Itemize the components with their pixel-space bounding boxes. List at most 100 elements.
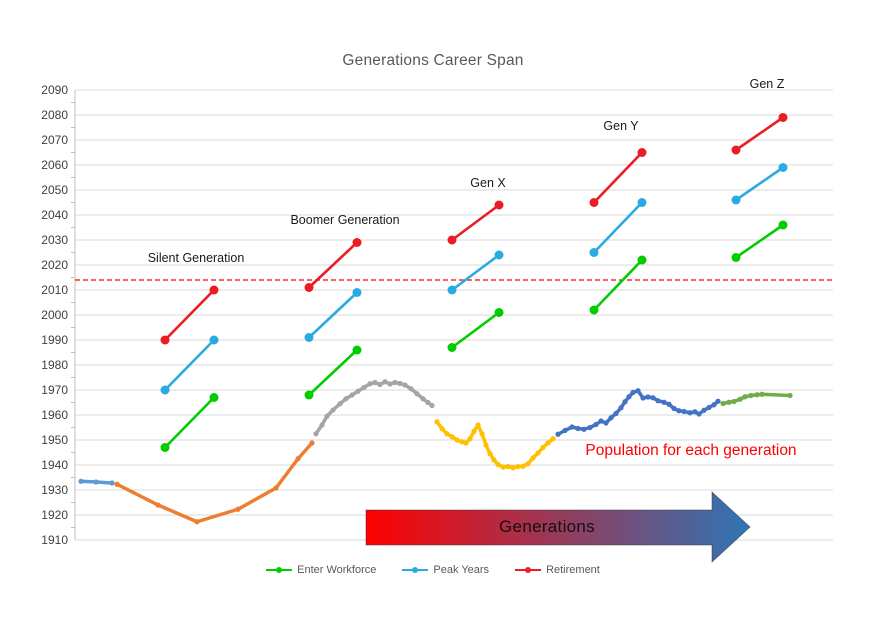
enter_workforce-line [308,349,358,396]
y-axis-tick-label: 1980 [41,358,68,372]
population-marker [402,382,408,388]
legend-marker-icon [402,566,429,574]
population-marker [587,424,593,431]
peak_years-end-marker [209,335,219,345]
retirement-line [164,289,215,341]
population-marker [295,456,301,462]
population-marker [692,409,698,415]
peak_years-start-marker [447,285,457,295]
y-axis-tick-label: 1950 [41,433,68,447]
population-marker [367,381,373,387]
population-marker [613,410,619,417]
population-marker [720,400,726,407]
population-marker [349,392,355,398]
enter_workforce-start-marker [160,443,170,452]
population-marker [622,399,628,405]
population-marker [337,401,343,407]
population-marker [676,408,682,414]
y-axis-tick-label: 2060 [41,158,68,172]
population-marker [742,394,748,400]
retirement-end-marker [637,148,647,157]
population-marker [661,399,667,405]
population-marker [114,481,120,487]
retirement-line [735,116,784,152]
peak_years-line [593,201,643,254]
generation-label: Gen Z [749,77,785,91]
population-marker [471,428,477,434]
population-marker [787,392,793,399]
population-marker [666,401,672,407]
population-marker [726,399,732,405]
y-axis-tick-label: 2000 [41,308,68,322]
population-marker [737,396,743,402]
population-marker [483,442,489,448]
peak_years-end-marker [494,250,504,260]
population-marker [575,425,581,432]
chart-title: Generations Career Span [342,52,524,69]
generations-arrow-label: Generations [499,517,595,536]
enter_workforce-start-marker [589,305,599,315]
population-marker [324,413,330,419]
retirement-end-marker [778,113,788,122]
population-marker [731,398,737,405]
population-marker [414,391,420,397]
population-marker [608,415,614,421]
population-marker [562,427,568,434]
generation-label: Gen X [470,176,506,190]
population-segment [115,441,314,524]
generation-series [160,113,788,452]
population-marker [505,463,511,470]
population-marker [235,506,241,512]
y-axis-tick-label: 2090 [41,83,68,97]
population-series-label: Population for each generation [585,442,797,459]
population-marker [510,465,516,471]
y-axis-tick-label: 1910 [41,533,68,547]
population-marker [530,455,536,461]
peak_years-start-marker [589,248,599,257]
population-marker [463,440,469,446]
population-marker [500,464,506,470]
retirement-start-marker [731,145,741,155]
population-marker [343,396,349,402]
population-marker [397,380,403,387]
population-marker [630,389,636,396]
retirement-start-marker [304,283,314,292]
population-marker [555,431,561,437]
population-marker [78,478,84,484]
enter_workforce-end-marker [209,393,219,402]
legend-item: Retirement [515,564,600,576]
population-marker [361,384,367,391]
population-marker [706,404,712,411]
retirement-line [451,203,500,242]
legend-dot [276,567,283,573]
peak_years-end-marker [637,198,647,207]
population-marker [515,463,521,470]
y-axis-tick-label: 1930 [41,483,68,497]
enter_workforce-end-marker [778,220,788,230]
population-marker [454,437,460,443]
population-marker [495,461,501,468]
population-marker [581,426,587,432]
population-marker [273,485,279,491]
retirement-start-marker [447,235,457,245]
legend-marker-icon [266,566,293,574]
population-marker [715,398,721,404]
retirement-start-marker [160,335,170,345]
population-marker [759,391,765,397]
population-segment [314,380,434,436]
y-axis-tick-label: 2040 [41,208,68,222]
enter_workforce-end-marker [352,345,362,355]
y-axis-tick-label: 1940 [41,458,68,472]
enter_workforce-line [451,311,500,349]
enter_workforce-end-marker [637,255,647,265]
peak_years-start-marker [304,333,314,342]
population-marker [640,395,646,401]
y-axis-tick-label: 1920 [41,508,68,522]
legend-dot [412,567,419,573]
population-marker [444,431,450,437]
population-marker [711,402,717,408]
legend-dot [525,567,532,573]
population-marker [545,440,551,446]
peak_years-start-marker [731,195,741,205]
enter_workforce-start-marker [447,343,457,352]
